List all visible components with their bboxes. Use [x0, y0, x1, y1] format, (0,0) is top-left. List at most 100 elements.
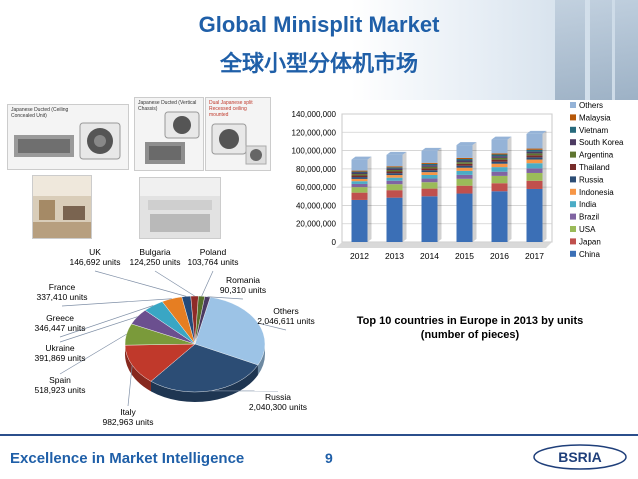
legend-label: India: [579, 200, 597, 209]
pie-leader-line: [94, 270, 187, 297]
bar-segment-usa: [456, 178, 473, 186]
bar-top: [351, 156, 372, 160]
bar-segment-india: [421, 174, 438, 179]
legend-swatch: [570, 126, 576, 133]
bar-segment-thailand: [386, 171, 403, 174]
pie-label-value: 518,923 units: [34, 385, 85, 395]
pie-slice-side: [150, 365, 258, 402]
pie-slice-italy: [124, 343, 196, 382]
pie-leader-line: [59, 333, 127, 375]
bar-segment-argentina: [526, 153, 543, 156]
legend-label: Malaysia: [579, 113, 611, 122]
bar-segment-russia: [351, 177, 368, 179]
plot-area: [341, 113, 553, 243]
bar-segment-russia: [456, 165, 473, 168]
bar-segment-thailand: [526, 155, 543, 158]
bar-segment-south-korea: [526, 151, 543, 154]
bar-segment-brazil: [351, 183, 368, 188]
bar-segment-argentina: [421, 166, 438, 169]
pie-leader-line: [59, 316, 138, 343]
bar-segment-malaysia: [491, 153, 508, 155]
y-tick-label: 0: [332, 238, 337, 247]
pie-leader-line: [207, 296, 244, 300]
bar-top: [526, 130, 547, 134]
pie-leader-line: [127, 365, 133, 407]
bar-segment-indonesia: [456, 167, 473, 171]
pie-label-value: 124,250 units: [129, 257, 180, 267]
bar-segment-china: [491, 191, 508, 242]
x-tick-label: 2016: [490, 251, 509, 261]
pie-label-name: Italy: [120, 407, 136, 417]
bar-segment-thailand: [491, 159, 508, 162]
legend-label: China: [579, 250, 600, 259]
legend-swatch: [570, 238, 576, 245]
pie-chart-caption: Top 10 countries in Europe in 2013 by un…: [335, 314, 605, 342]
legend-label: USA: [579, 225, 596, 234]
pie-slice-others: [194, 296, 266, 366]
bar-segment-south-korea: [386, 168, 403, 171]
bar-segment-others: [386, 154, 403, 167]
page-title-chinese: 全球小型分体机市场: [219, 52, 418, 77]
y-tick-label: 80,000,000: [296, 165, 337, 174]
bar-segment-malaysia: [386, 166, 403, 168]
legend-label: Others: [579, 101, 603, 110]
legend-swatch: [570, 226, 576, 232]
pie-label-name: France: [49, 282, 76, 292]
legend-label: Russia: [579, 175, 604, 184]
bar-segment-vietnam: [386, 167, 403, 169]
bar-segment-usa: [491, 175, 508, 184]
legend-label: Japan: [579, 237, 601, 246]
page-title: Global Minisplit Market: [198, 12, 440, 37]
bar-segment-indonesia: [386, 175, 403, 178]
pie-label-value: 103,764 units: [187, 257, 238, 267]
bar-segment-vietnam: [491, 154, 508, 157]
bar-segment-south-korea: [351, 172, 368, 175]
legend-label: Vietnam: [579, 126, 609, 135]
bar-segment-vietnam: [456, 159, 473, 161]
legend-swatch: [570, 114, 576, 121]
bar-segment-malaysia: [351, 170, 368, 172]
bar-top: [491, 136, 512, 140]
bar-segment-others: [491, 139, 508, 154]
bar-side: [367, 156, 372, 242]
pie-label-name: UK: [89, 247, 101, 257]
legend-swatch: [570, 213, 576, 220]
y-tick-label: 60,000,000: [296, 183, 337, 192]
photo-caption: Japanese Ducted (Ceiling Concealed Unit): [11, 107, 69, 119]
bar-segment-indonesia: [526, 159, 543, 164]
pie-caption-line1: Top 10 countries in Europe in 2013 by un…: [356, 315, 584, 327]
x-tick-label: 2015: [455, 251, 474, 261]
bar-segment-brazil: [386, 180, 403, 185]
bar-segment-japan: [491, 183, 508, 192]
stacked-bar-chart: 0 20,000,000 40,000,000 60,000,000 80,000,00…: [292, 101, 625, 261]
pie-leader-line: [201, 270, 214, 297]
photo-room-interior: [32, 175, 92, 239]
bar-segment-thailand: [351, 175, 368, 178]
pie-label-value: 346,447 units: [34, 323, 85, 333]
bar-segment-india: [491, 167, 508, 172]
photo-caption: Japanese Ducted (Vertical Chassis): [138, 100, 197, 112]
bar-side: [542, 130, 547, 242]
bar-segment-malaysia: [526, 148, 543, 150]
pie-label-value: 146,692 units: [69, 257, 120, 267]
bar-side: [507, 136, 512, 242]
footer-rule: [0, 434, 638, 436]
bar-segment-india: [351, 181, 368, 184]
bar-segment-argentina: [351, 174, 368, 176]
x-tick-label: 2014: [420, 251, 439, 261]
bar-segment-indonesia: [351, 178, 368, 182]
bar-segment-china: [386, 197, 403, 242]
bar-segment-japan: [456, 185, 473, 194]
bsria-logo: BSRIA: [533, 444, 627, 470]
page-number: 9: [325, 450, 333, 466]
pie-label-value: 391,869 units: [34, 353, 85, 363]
bar-segment-south-korea: [456, 160, 473, 163]
pie-label-name: Poland: [200, 247, 227, 257]
pie-leader-line: [61, 298, 172, 307]
bar-segment-india: [526, 163, 543, 169]
ducted-unit-illustration: [14, 122, 121, 160]
plot-floor: [336, 242, 552, 248]
pie-label-value: 90,310 units: [220, 285, 266, 295]
pie-label-name: Russia: [265, 392, 291, 402]
legend-label: South Korea: [579, 138, 624, 147]
